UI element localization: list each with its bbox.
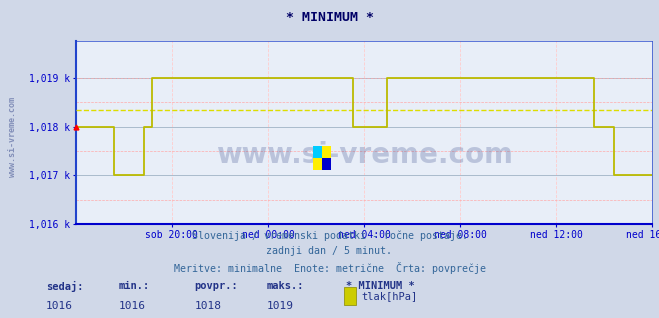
Text: tlak[hPa]: tlak[hPa] bbox=[361, 291, 417, 301]
Text: Slovenija / vremenski podatki - ročne postaje.: Slovenija / vremenski podatki - ročne po… bbox=[192, 231, 467, 241]
Text: povpr.:: povpr.: bbox=[194, 281, 238, 291]
Text: maks.:: maks.: bbox=[267, 281, 304, 291]
Text: * MINIMUM *: * MINIMUM * bbox=[346, 281, 415, 291]
Text: 1016: 1016 bbox=[119, 301, 146, 310]
Text: www.si-vreme.com: www.si-vreme.com bbox=[8, 97, 17, 177]
Text: zadnji dan / 5 minut.: zadnji dan / 5 minut. bbox=[266, 246, 393, 256]
Text: Meritve: minimalne  Enote: metrične  Črta: povprečje: Meritve: minimalne Enote: metrične Črta:… bbox=[173, 262, 486, 274]
Text: * MINIMUM *: * MINIMUM * bbox=[285, 11, 374, 24]
Text: 1019: 1019 bbox=[267, 301, 294, 310]
Text: www.si-vreme.com: www.si-vreme.com bbox=[215, 141, 513, 169]
Text: sedaj:: sedaj: bbox=[46, 281, 84, 293]
Text: 1016: 1016 bbox=[46, 301, 73, 310]
Text: 1018: 1018 bbox=[194, 301, 221, 310]
Text: min.:: min.: bbox=[119, 281, 150, 291]
